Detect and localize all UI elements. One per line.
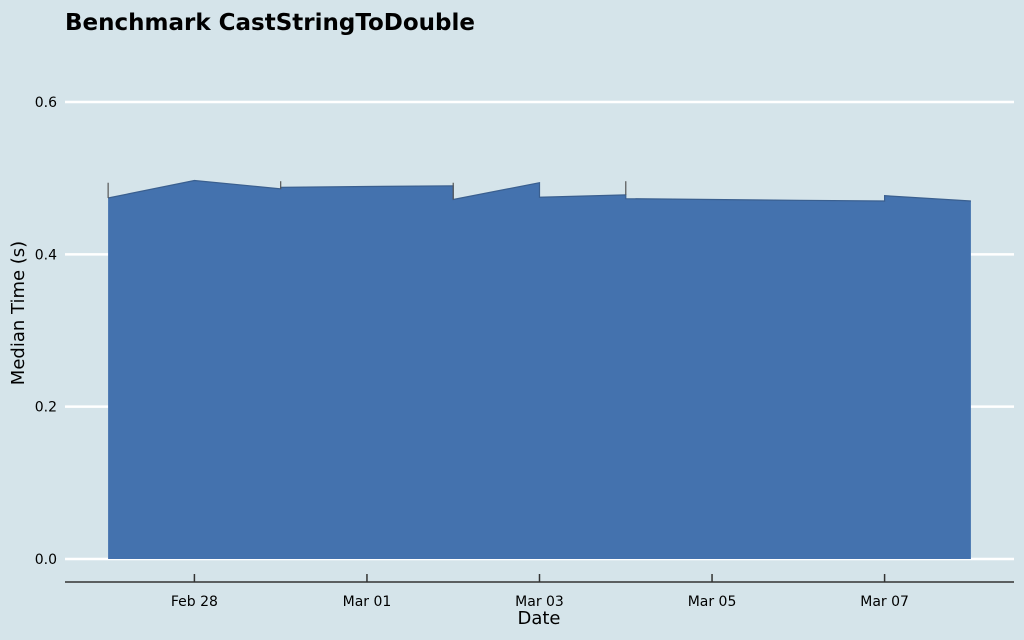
x-tick-label: Mar 03 xyxy=(515,594,564,610)
y-tick-label: 0.4 xyxy=(35,247,57,263)
x-tick-label: Mar 07 xyxy=(860,594,909,610)
y-tick-label: 0.6 xyxy=(35,95,57,111)
x-axis-label: Date xyxy=(517,608,560,629)
area-layer xyxy=(107,179,971,559)
x-axis: Feb 28 Mar 01 Mar 03 Mar 05 Mar 07 xyxy=(171,574,909,610)
chart-title: Benchmark CastStringToDouble xyxy=(65,10,475,36)
x-tick-label: Feb 28 xyxy=(171,594,218,610)
y-axis: 0.0 0.2 0.4 0.6 xyxy=(35,95,57,568)
x-tick-label: Mar 05 xyxy=(688,594,737,610)
y-tick-label: 0.0 xyxy=(35,552,57,568)
y-axis-label: Median Time (s) xyxy=(8,241,29,385)
series-area xyxy=(108,180,971,559)
y-tick-label: 0.2 xyxy=(35,400,57,416)
x-tick-label: Mar 01 xyxy=(343,594,392,610)
